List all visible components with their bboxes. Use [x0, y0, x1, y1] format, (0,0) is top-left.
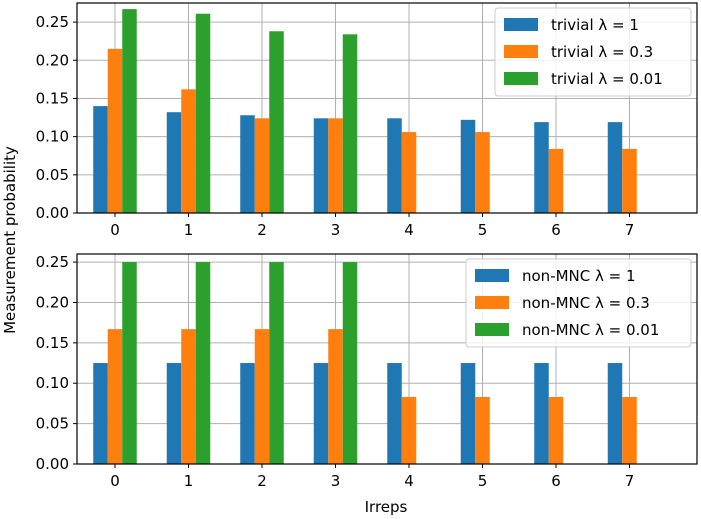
bar-2-s0-c7 [607, 363, 623, 464]
bar-2-s1-c7 [622, 396, 637, 464]
bar-2-s0-c0 [93, 363, 108, 464]
legend-frame [494, 7, 692, 97]
bar-2-s0-c1 [166, 363, 182, 464]
bar-1-s1-c0 [107, 48, 123, 214]
x-tick-label: 4 [404, 221, 414, 239]
x-tick-label: 0 [110, 472, 120, 490]
y-tick-label: 0.10 [36, 374, 69, 392]
x-tick-label: 2 [257, 472, 267, 490]
legend-entry: non-MNC λ = 0.01 [522, 321, 659, 339]
bar-2-s0-c4 [387, 363, 402, 464]
bar-1-s1-c7 [622, 148, 637, 213]
y-tick-label: 0.20 [36, 293, 69, 311]
bar-2-s2-c1 [195, 262, 211, 464]
bar-1-s1-c2 [254, 118, 270, 213]
y-tick-label: 0.15 [36, 89, 69, 107]
bar-2-s2-c0 [122, 262, 137, 464]
bar-1-s0-c2 [240, 115, 255, 213]
bar-1-s0-c5 [460, 119, 476, 213]
bar-1-s0-c7 [607, 122, 623, 213]
bar-2-s1-c4 [401, 396, 417, 464]
x-tick-label: 3 [331, 221, 341, 239]
bar-1-s1-c6 [548, 148, 564, 213]
x-tick-label: 6 [551, 221, 561, 239]
x-tick-label: 5 [478, 472, 488, 490]
y-tick-label: 0.25 [36, 13, 69, 31]
x-axis-label: Irreps [365, 498, 408, 516]
legend-entry: trivial λ = 0.01 [551, 70, 663, 88]
bar-2-s0-c6 [534, 363, 549, 464]
bar-1-s2-c0 [122, 9, 137, 214]
y-tick-label: 0.20 [36, 51, 69, 69]
x-tick-label: 5 [478, 221, 488, 239]
bar-2-s0-c5 [460, 363, 476, 464]
bar-2-s0-c3 [313, 363, 329, 464]
bar-2-s1-c0 [107, 329, 123, 464]
bar-1-s0-c0 [93, 106, 108, 213]
y-tick-label: 0.25 [36, 253, 69, 271]
bar-1-s1-c3 [328, 118, 343, 213]
legend-2: non-MNC λ = 1 non-MNC λ = 0.3 non-MNC λ = … [465, 258, 692, 348]
x-tick-label: 2 [257, 221, 267, 239]
bar-2-s2-c2 [269, 262, 284, 464]
x-tick-label: 7 [625, 472, 635, 490]
subplot-1: 0.00 0.05 0.10 0.15 0.20 0.25 0 1 2 3 4 5 6 7 trivial … [36, 2, 698, 239]
legend-swatch [504, 72, 538, 85]
bar-1-s0-c6 [534, 122, 549, 213]
bar-1-s0-c4 [387, 118, 402, 213]
y-tick-label: 0.00 [36, 455, 69, 473]
bar-2-s1-c6 [548, 396, 564, 464]
legend-swatch [504, 45, 538, 58]
y-tick-label: 0.15 [36, 334, 69, 352]
legend-swatch [475, 296, 509, 309]
legend-swatch [504, 18, 538, 31]
axes-frame [76, 2, 698, 214]
x-tick-label: 4 [404, 472, 414, 490]
x-tick-label: 7 [625, 221, 635, 239]
x-tick-label: 3 [331, 472, 341, 490]
legend-entry: trivial λ = 0.3 [551, 43, 653, 61]
bar-2-s1-c1 [181, 329, 196, 464]
bar-2-s1-c5 [475, 396, 490, 464]
y-tick-label: 0.00 [36, 204, 69, 222]
bar-1-s1-c5 [475, 132, 490, 213]
axes-frame [76, 253, 698, 465]
legend-entry: non-MNC λ = 0.3 [522, 294, 650, 312]
bar-2-s1-c2 [254, 329, 270, 464]
legend-entry: trivial λ = 1 [551, 16, 639, 34]
subplot-2: 0.00 0.05 0.10 0.15 0.20 0.25 0 1 2 3 4 5 6 7 non-MNC … [36, 253, 698, 490]
x-tick-label: 1 [184, 221, 194, 239]
bar-1-s0-c3 [313, 118, 329, 213]
bar-2-s2-c3 [342, 262, 358, 464]
bar-1-s1-c4 [401, 132, 417, 213]
bar-1-s2-c2 [269, 31, 284, 213]
y-tick-label: 0.05 [36, 166, 69, 184]
legend-swatch [475, 323, 509, 336]
y-tick-label: 0.10 [36, 128, 69, 146]
legend-swatch [475, 269, 509, 282]
bar-1-s1-c1 [181, 89, 196, 213]
legend-1: trivial λ = 1 trivial λ = 0.3 trivial λ = … [494, 7, 692, 97]
bar-1-s2-c3 [342, 34, 358, 214]
bar-2-s0-c2 [240, 363, 255, 464]
x-tick-label: 6 [551, 472, 561, 490]
legend-frame [465, 258, 692, 348]
x-tick-label: 0 [110, 221, 120, 239]
bar-2-s1-c3 [328, 329, 343, 464]
bar-1-s2-c1 [195, 13, 211, 214]
y-tick-label: 0.05 [36, 415, 69, 433]
bar-1-s0-c1 [166, 112, 182, 213]
x-tick-label: 1 [184, 472, 194, 490]
y-axis-label: Measurement probability [1, 146, 19, 334]
legend-entry: non-MNC λ = 1 [522, 267, 636, 285]
